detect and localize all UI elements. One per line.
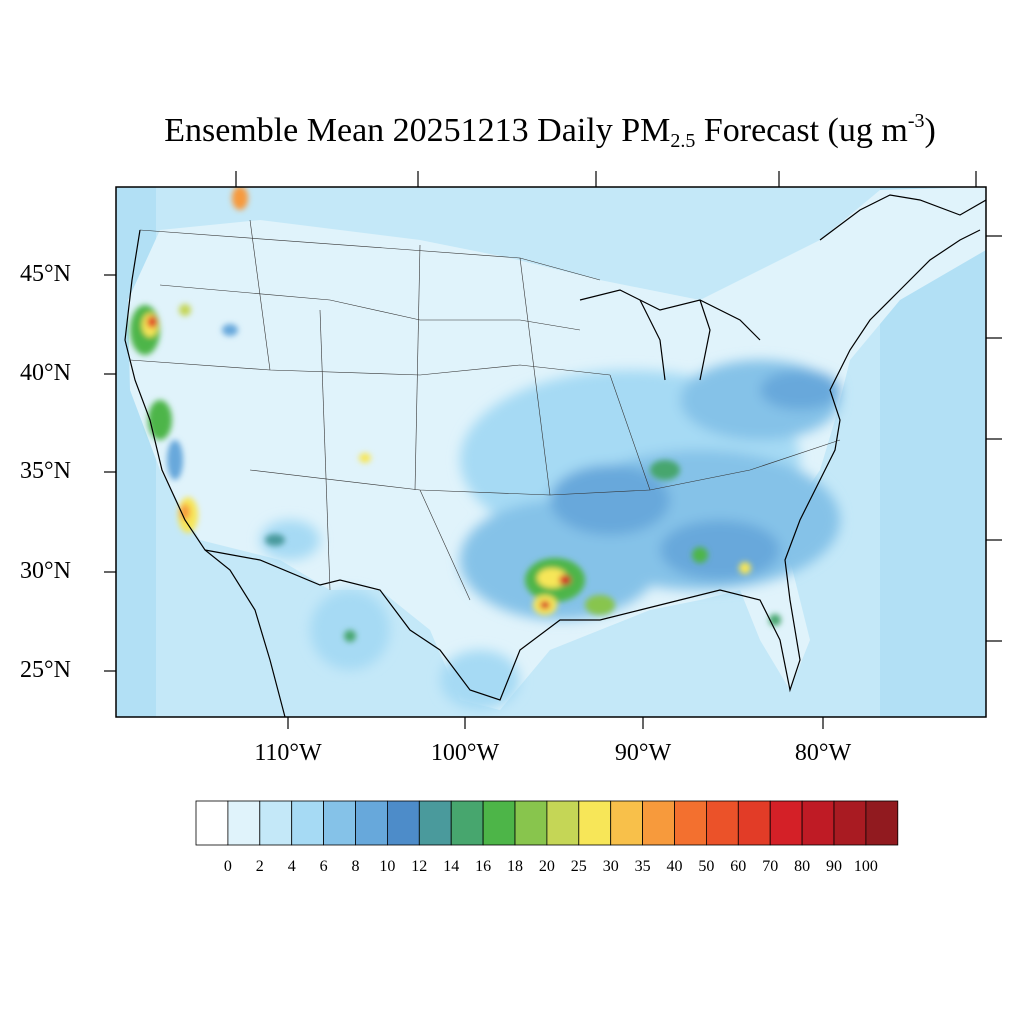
- colorbar-tick-label: 30: [602, 858, 619, 875]
- lon-label-110w: 110°W: [254, 740, 322, 766]
- lat-label-35: 35°N: [20, 458, 71, 484]
- colorbar-tick-label: 2: [255, 858, 264, 875]
- colorbar-tick-label: 10: [379, 858, 396, 875]
- colorbar-tick-label: 35: [634, 858, 651, 875]
- lon-label-100w: 100°W: [430, 740, 500, 766]
- colorbar-tick-label: 6: [319, 858, 328, 875]
- lat-label-40: 40°N: [20, 360, 71, 386]
- colorbar-tick-label: 50: [698, 858, 715, 875]
- colorbar-tick-label: 12: [411, 858, 428, 875]
- colorbar-tick-label: 14: [443, 858, 460, 875]
- lat-label-45: 45°N: [20, 261, 71, 287]
- lon-label-80w: 80°W: [794, 740, 852, 766]
- colorbar-tick-label: 100: [853, 858, 878, 875]
- colorbar-tick-label: 60: [730, 858, 747, 875]
- colorbar-tick-label: 16: [475, 858, 492, 875]
- colorbar-tick-label: 18: [507, 858, 523, 875]
- colorbar-tick-label: 80: [794, 858, 811, 875]
- colorbar-tick-label: 8: [351, 858, 360, 875]
- colorbar-tick-label: 70: [762, 858, 779, 875]
- colorbar-tick-label: 20: [538, 858, 555, 875]
- lon-label-90w: 90°W: [614, 740, 672, 766]
- colorbar-tick-label: 25: [570, 858, 587, 875]
- lat-label-25: 25°N: [20, 657, 71, 683]
- lat-label-30: 30°N: [20, 558, 71, 584]
- colorbar-tick-label: 4: [287, 858, 296, 875]
- colorbar-tick-label: 0: [223, 858, 232, 875]
- colorbar-tick-label: 90: [826, 858, 842, 875]
- map-title: Ensemble Mean 20251213 Daily PM2.5 Forec…: [164, 110, 936, 152]
- colorbar-tick-label: 40: [666, 858, 683, 875]
